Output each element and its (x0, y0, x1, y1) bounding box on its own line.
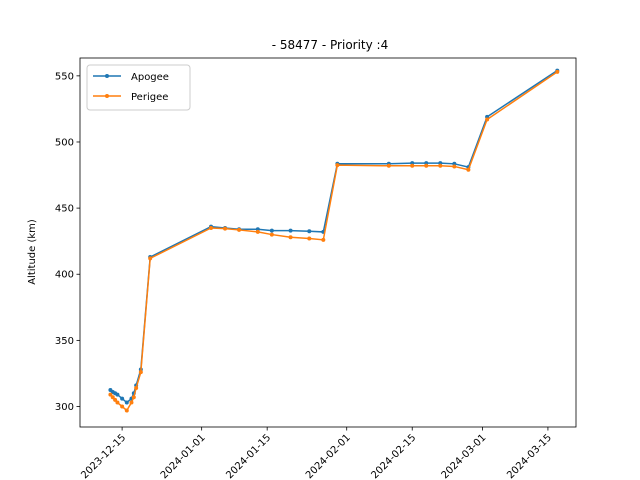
legend: Apogee Perigee (86, 64, 191, 111)
perigee-point (410, 163, 415, 168)
perigee-point (555, 69, 560, 74)
legend-perigee-marker (105, 94, 109, 98)
y-axis-label: Altitude (km) (27, 219, 38, 285)
plot-area (79, 57, 577, 428)
perigee-point (209, 225, 214, 230)
chart-title: - 58477 - Priority :4 (272, 38, 388, 52)
perigee-point (134, 385, 139, 390)
perigee-point (237, 227, 242, 232)
perigee-point (452, 164, 457, 169)
perigee-point (485, 117, 490, 122)
y-axis: 300 350 400 450 500 550 (55, 71, 80, 413)
perigee-point (269, 232, 274, 237)
y-tick-label: 550 (55, 71, 74, 82)
apogee-point (288, 228, 293, 233)
y-tick-label: 450 (55, 204, 74, 215)
perigee-point (115, 400, 120, 405)
legend-perigee-label: Perigee (131, 92, 168, 103)
perigee-point (131, 395, 136, 400)
perigee-point (138, 370, 143, 375)
perigee-point (120, 404, 125, 409)
perigee-point (438, 163, 443, 168)
apogee-point (269, 228, 274, 233)
perigee-point (148, 256, 153, 261)
series-layer (108, 68, 560, 413)
perigee-point (307, 236, 312, 241)
perigee-point (321, 237, 326, 242)
y-tick-label: 300 (55, 402, 74, 413)
plot-frame (79, 57, 577, 428)
perigee-point (129, 400, 134, 405)
perigee-point (108, 392, 113, 397)
apogee-point (115, 392, 120, 397)
perigee-point (288, 235, 293, 240)
legend-apogee-label: Apogee (131, 72, 169, 83)
perigee-point (466, 167, 471, 172)
perigee-line (109, 71, 558, 412)
perigee-point (113, 397, 118, 402)
perigee-point (124, 408, 129, 413)
perigee-point (335, 163, 340, 168)
y-tick-label: 500 (55, 137, 74, 148)
apogee-point (120, 396, 125, 401)
perigee-point (424, 163, 429, 168)
perigee-point (223, 226, 228, 231)
apogee-point (307, 229, 312, 234)
y-tick-label: 400 (55, 270, 74, 281)
y-tick-label: 350 (55, 336, 74, 347)
perigee-point (110, 395, 115, 400)
legend-apogee-marker (105, 74, 109, 78)
apogee-point (124, 400, 129, 405)
perigee-point (255, 229, 260, 234)
apogee-line (109, 69, 558, 404)
perigee-point (386, 163, 391, 168)
